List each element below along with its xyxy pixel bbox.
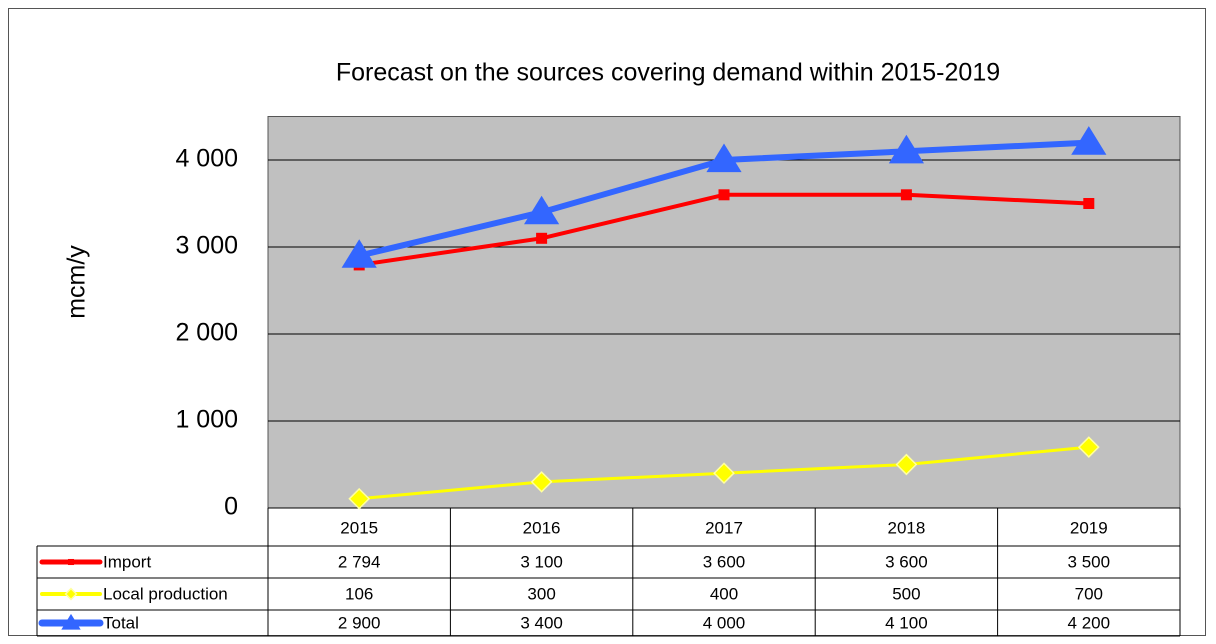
table-value: 3 600 [885, 552, 928, 571]
marker [713, 462, 735, 485]
table-value: 700 [1075, 584, 1103, 603]
marker [348, 487, 371, 510]
marker [341, 239, 377, 268]
chart-title: Forecast on the sources covering demand … [336, 59, 1000, 87]
marker [64, 587, 78, 601]
table-value: 3 400 [520, 613, 563, 632]
x-tick-label: 2016 [523, 518, 561, 537]
marker [895, 453, 918, 476]
marker [900, 189, 912, 201]
marker [524, 195, 560, 225]
y-tick-label: 2 000 [175, 319, 238, 347]
table-value: 4 100 [885, 613, 928, 632]
y-tick-label: 3 000 [175, 232, 238, 260]
table-value: 4 000 [703, 613, 746, 632]
table-value: 300 [527, 584, 555, 603]
legend-label: Import [103, 552, 151, 571]
table-value: 106 [345, 584, 373, 603]
table-value: 500 [892, 584, 920, 603]
x-tick-label: 2018 [887, 518, 925, 537]
y-axis-label: mcm/y [63, 245, 91, 319]
table-value: 3 100 [520, 552, 563, 571]
table-value: 2 794 [338, 552, 381, 571]
marker [536, 232, 548, 244]
table-value: 2 900 [338, 613, 381, 632]
legend-label: Local production [103, 584, 228, 603]
y-tick-label: 1 000 [175, 406, 238, 434]
marker [718, 189, 730, 201]
x-tick-label: 2017 [705, 518, 743, 537]
marker [1083, 198, 1095, 209]
legend-label: Total [103, 613, 139, 632]
plot-area [267, 116, 1181, 509]
x-tick-label: 2015 [340, 518, 378, 537]
table-value: 400 [710, 584, 738, 603]
marker [1071, 126, 1107, 155]
x-tick-label: 2019 [1070, 518, 1108, 537]
marker [67, 558, 75, 566]
table-value: 3 600 [703, 552, 746, 571]
marker [888, 134, 924, 164]
marker [706, 143, 742, 173]
table-value: 3 500 [1068, 552, 1111, 571]
y-tick-label: 4 000 [175, 145, 238, 173]
y-tick-label: 0 [224, 493, 238, 521]
table-value: 4 200 [1068, 613, 1111, 632]
marker [1077, 436, 1100, 458]
marker [61, 613, 81, 630]
marker [530, 471, 553, 493]
